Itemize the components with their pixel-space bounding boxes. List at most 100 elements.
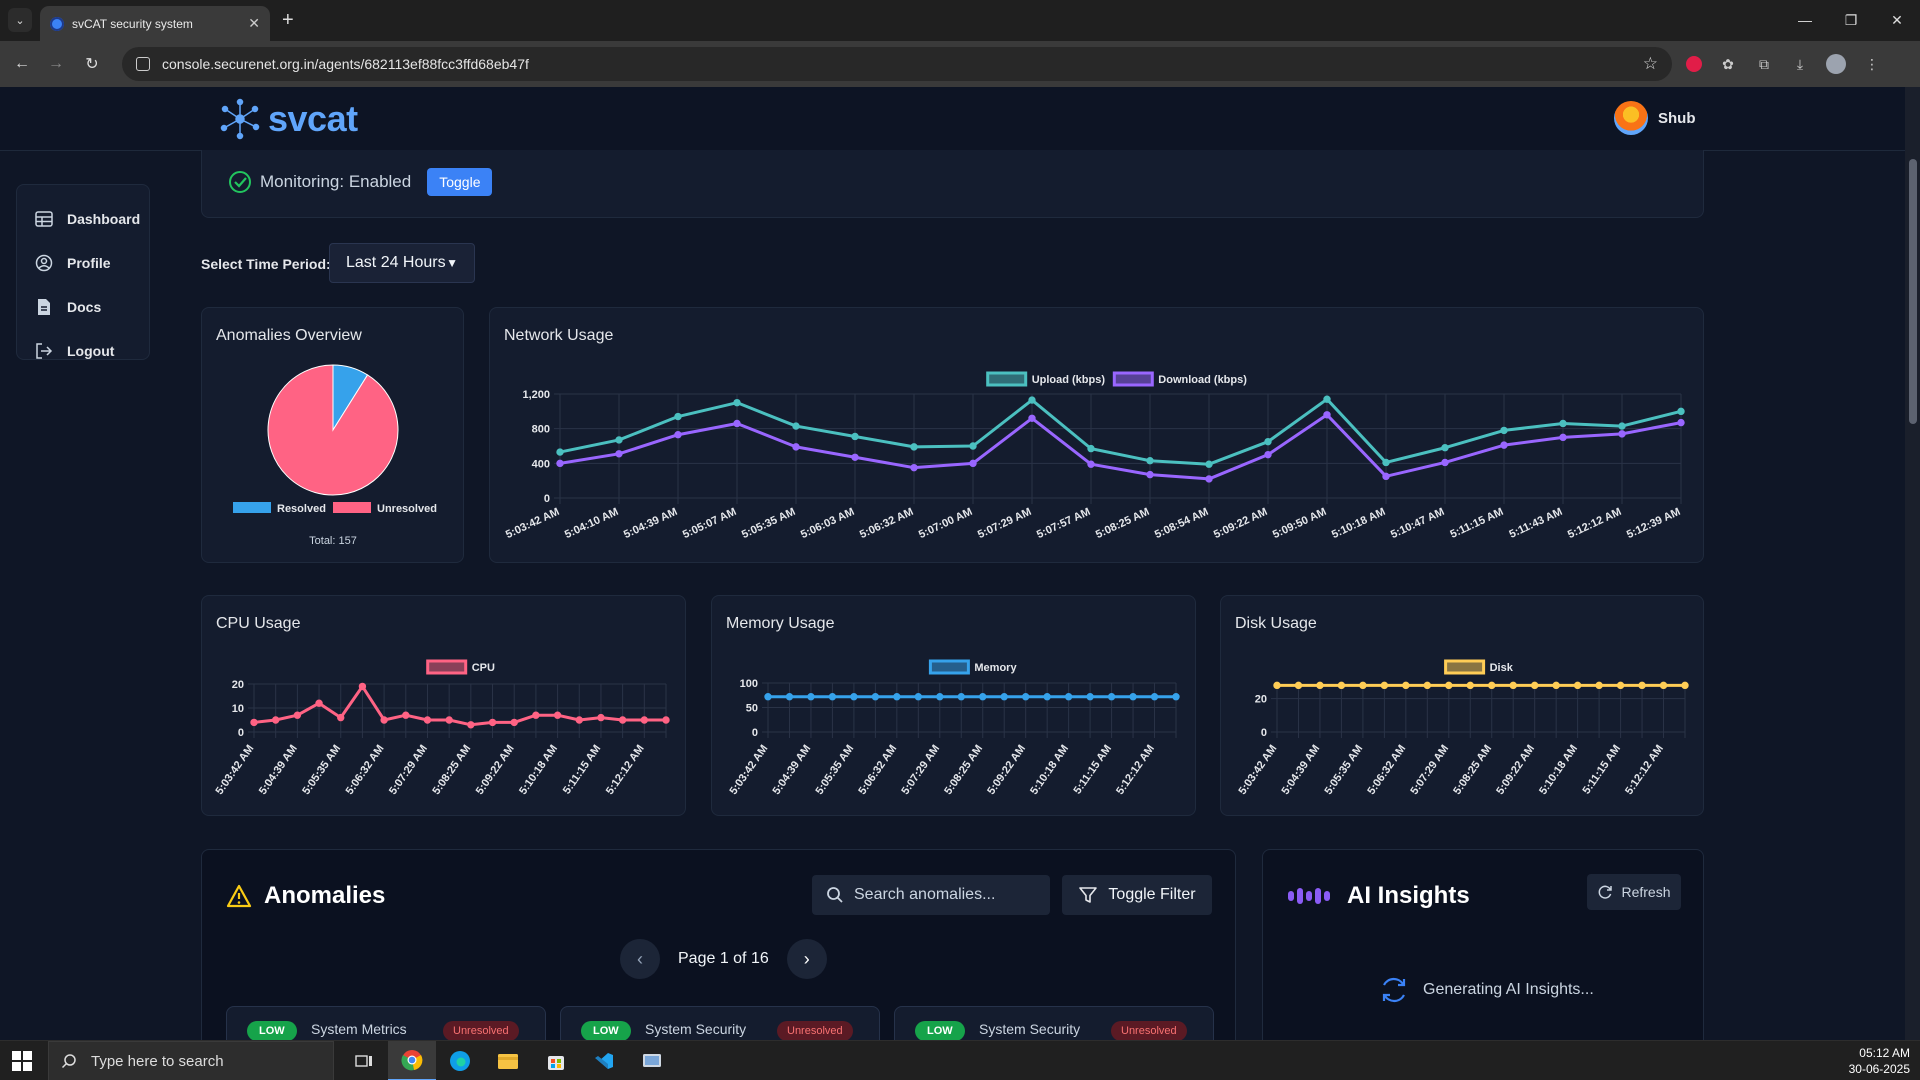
x-tick-label: 5:07:29 AM <box>976 506 1033 541</box>
x-tick-label: 5:12:12 AM <box>1623 743 1666 797</box>
anomaly-card[interactable]: LOW System Security Unresolved <box>560 1006 880 1048</box>
monitoring-row: Monitoring: Enabled Toggle <box>228 168 493 196</box>
sidebar-item-label: Docs <box>67 299 102 315</box>
taskbar-search-input[interactable]: Type here to search <box>48 1041 334 1080</box>
anomaly-category: System Security <box>979 1021 1081 1037</box>
toggle-filter-button[interactable]: Toggle Filter <box>1062 875 1212 915</box>
x-tick-label: 5:08:25 AM <box>1451 743 1494 797</box>
data-point <box>1441 444 1449 452</box>
anomaly-card[interactable]: LOW System Security Unresolved <box>894 1006 1214 1048</box>
x-tick-label: 5:12:39 AM <box>1625 506 1682 541</box>
browser-menu-icon[interactable]: ⋮ <box>1865 55 1879 72</box>
data-point <box>979 693 987 701</box>
sidebar-item-profile[interactable]: Profile <box>17 241 149 285</box>
page-scrollbar[interactable] <box>1905 87 1920 1040</box>
time-period-label: Select Time Period: <box>201 256 331 272</box>
new-tab-button[interactable]: + <box>282 9 294 31</box>
x-tick-label: 5:11:15 AM <box>1071 743 1114 797</box>
address-bar[interactable]: console.securenet.org.in/agents/682113ef… <box>122 47 1672 81</box>
refresh-button[interactable]: Refresh <box>1587 874 1681 910</box>
time-period-select[interactable]: Last 24 Hours ▼ <box>329 243 475 283</box>
data-point <box>293 711 302 719</box>
favicon-icon <box>50 16 64 31</box>
store-icon[interactable] <box>532 1041 580 1080</box>
x-tick-label: 5:07:29 AM <box>387 743 430 797</box>
taskbar-search-placeholder: Type here to search <box>91 1052 224 1070</box>
data-point <box>532 711 540 719</box>
data-point <box>674 431 682 439</box>
legend-swatch <box>1112 371 1154 387</box>
user-name: Shub <box>1658 109 1696 127</box>
profile-avatar-icon[interactable] <box>1826 54 1846 74</box>
data-point <box>423 716 432 724</box>
x-tick-label: 5:10:18 AM <box>1028 743 1071 797</box>
data-point <box>615 436 623 444</box>
data-point <box>1509 681 1517 690</box>
chart-title: Network Usage <box>504 327 614 344</box>
x-tick-label: 5:05:35 AM <box>740 506 797 541</box>
window-controls: — ❐ ✕ <box>1782 0 1920 40</box>
logo[interactable]: svcat <box>218 97 358 141</box>
url-text[interactable]: console.securenet.org.in/agents/682113ef… <box>162 56 529 72</box>
extensions-puzzle-icon[interactable]: ⧉ <box>1759 55 1769 72</box>
close-window-icon[interactable]: ✕ <box>1891 11 1903 28</box>
vscode-icon[interactable] <box>580 1041 628 1080</box>
x-tick-label: 5:09:22 AM <box>1212 506 1269 541</box>
site-info-icon[interactable] <box>136 57 150 71</box>
back-icon[interactable]: ← <box>14 55 30 72</box>
avatar[interactable] <box>1614 101 1648 135</box>
reload-icon[interactable]: ↻ <box>85 56 99 73</box>
data-point <box>1677 418 1685 427</box>
data-point <box>1323 411 1331 419</box>
minimize-icon[interactable]: — <box>1798 12 1812 28</box>
prev-page-button[interactable]: ‹ <box>620 939 660 979</box>
page-indicator: Page 1 of 16 <box>678 950 769 967</box>
memory-chart: 0 50 100 5:03:42 AM 5:04:39 AM 5:05:35 AM 5:06… <box>728 659 1180 797</box>
windows-start-icon[interactable] <box>12 1051 32 1071</box>
task-view-icon[interactable] <box>340 1041 388 1080</box>
extension-cookie-icon[interactable]: ✿ <box>1722 55 1734 72</box>
status-badge: Unresolved <box>1111 1021 1187 1041</box>
app-window-icon[interactable] <box>628 1041 676 1080</box>
data-point <box>969 442 977 450</box>
sidebar-item-dashboard[interactable]: Dashboard <box>17 197 149 241</box>
extension-red-icon[interactable] <box>1686 56 1702 72</box>
data-point <box>893 693 901 701</box>
search-input[interactable]: Search anomalies... <box>812 875 1050 915</box>
x-tick-label: 5:08:25 AM <box>942 743 985 797</box>
data-point <box>1380 681 1389 690</box>
chrome-icon[interactable] <box>388 1041 436 1080</box>
bookmark-star-icon[interactable]: ☆ <box>1642 54 1658 73</box>
edge-icon[interactable] <box>436 1041 484 1080</box>
warning-icon <box>226 884 252 908</box>
tab-close-icon[interactable]: ✕ <box>248 15 260 31</box>
data-point <box>488 718 497 727</box>
series-line <box>559 397 1682 466</box>
download-icon[interactable]: ⤓ <box>1796 55 1804 72</box>
data-point <box>1445 681 1453 690</box>
forward-icon[interactable]: → <box>48 55 64 72</box>
data-point <box>1681 681 1689 690</box>
user-menu[interactable]: Shub <box>1614 101 1696 135</box>
file-explorer-icon[interactable] <box>484 1041 532 1080</box>
next-page-button[interactable]: › <box>786 939 827 979</box>
legend-label-unresolved: Unresolved <box>377 503 437 515</box>
scrollbar-thumb[interactable] <box>1909 159 1917 424</box>
data-point <box>1573 681 1582 690</box>
monitoring-toggle-button[interactable]: Toggle <box>427 168 493 196</box>
data-point <box>315 699 323 707</box>
data-point <box>556 448 564 456</box>
browser-tab[interactable]: svCAT security system ✕ <box>40 6 270 41</box>
x-tick-label: 5:05:35 AM <box>813 743 856 797</box>
y-tick-label: 100 <box>740 678 758 690</box>
tab-search-button[interactable]: ⌄ <box>8 8 32 32</box>
data-point <box>1441 458 1449 467</box>
tab-title: svCAT security system <box>72 16 193 31</box>
data-point <box>674 412 682 421</box>
restore-icon[interactable]: ❐ <box>1844 11 1858 28</box>
system-clock[interactable]: 05:12 AM 30-06-2025 <box>1849 1045 1910 1077</box>
sidebar-item-docs[interactable]: Docs <box>17 285 149 329</box>
data-point <box>618 716 627 724</box>
data-point <box>764 693 772 701</box>
sidebar-item-logout[interactable]: Logout <box>17 329 149 373</box>
